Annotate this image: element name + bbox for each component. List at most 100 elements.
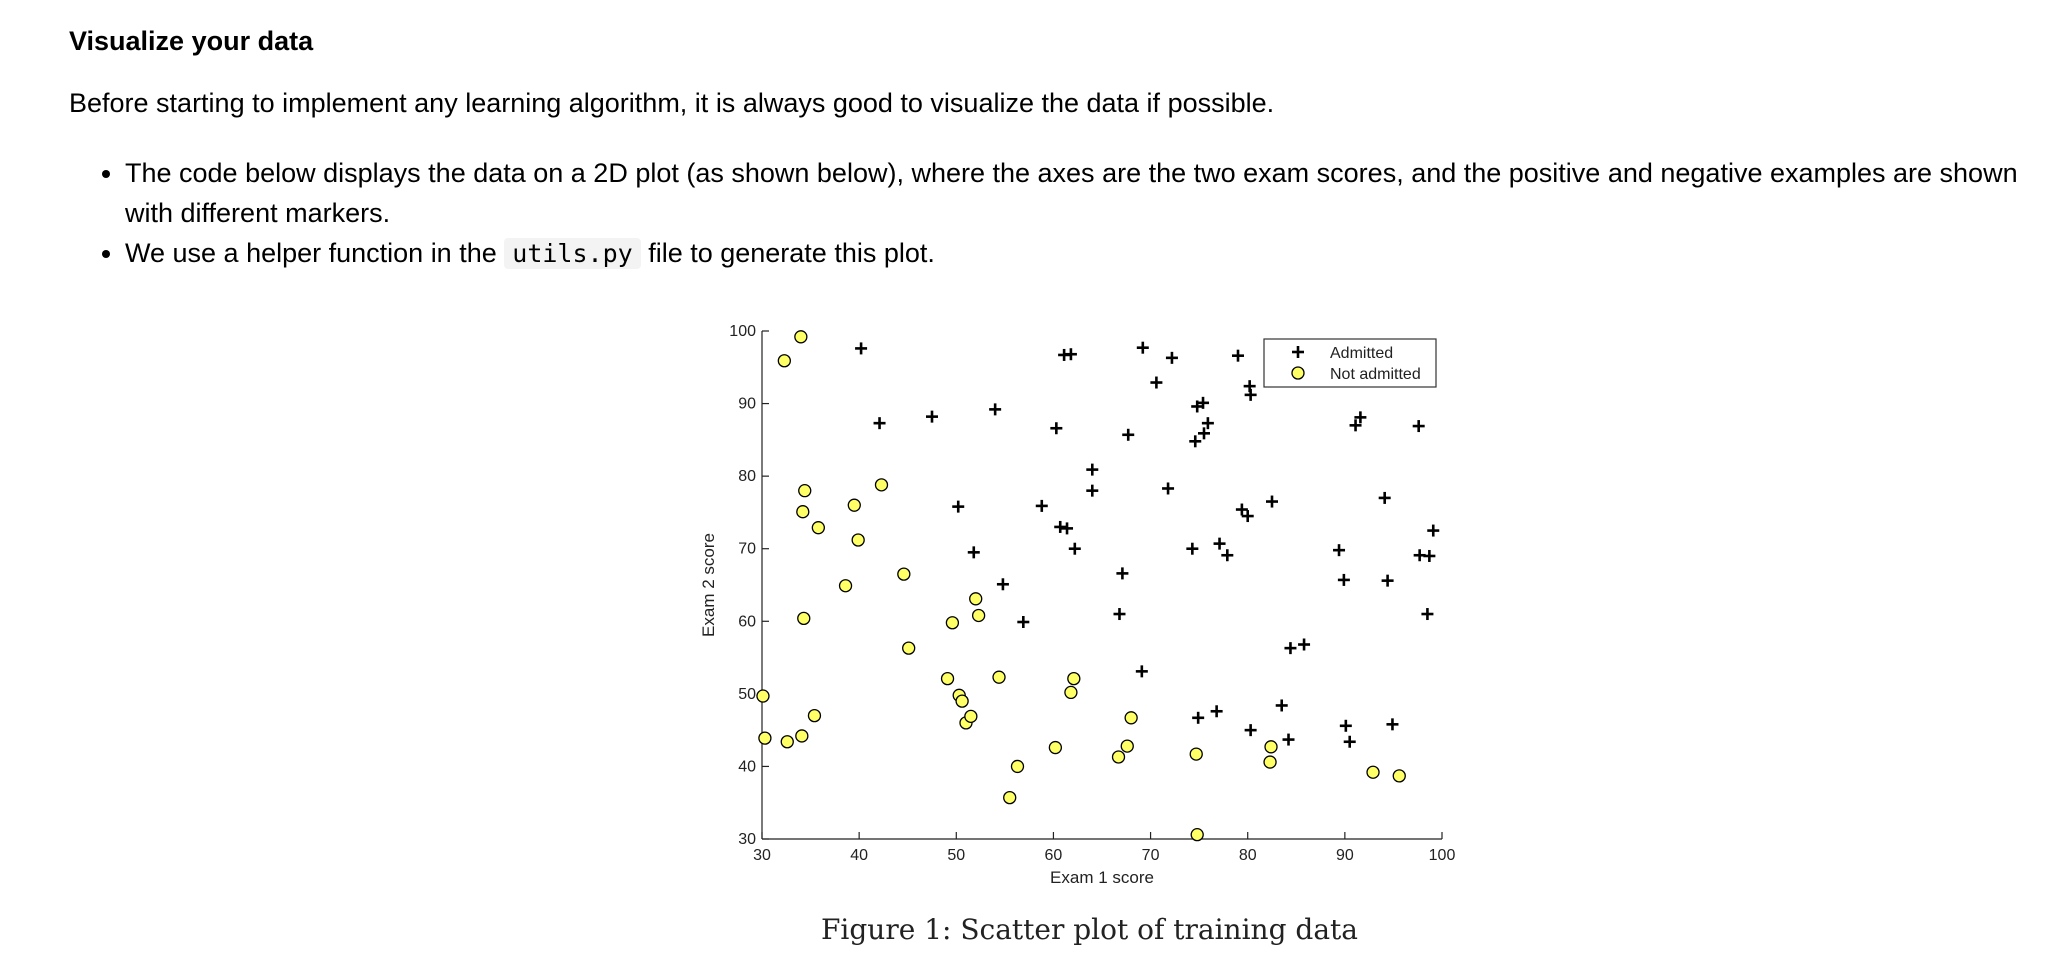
x-tick-label: 50 [947,847,965,864]
x-axis-label: Exam 1 score [1050,868,1154,887]
data-point-admitted [1244,724,1257,737]
data-point-admitted [1068,542,1081,555]
data-point-admitted [1189,435,1202,448]
figure-caption: Figure 1: Scatter plot of training data [821,913,1358,946]
data-point-admitted [1210,705,1223,718]
legend-label: Not admitted [1330,366,1421,383]
data-point-not-admitted [794,330,808,344]
data-point-not-admitted [1263,755,1277,769]
data-point-admitted [1086,463,1099,476]
bullet-text-after: file to generate this plot. [648,238,935,268]
data-point-admitted [1086,484,1099,497]
data-point-not-admitted [945,616,960,630]
y-tick-label: 90 [738,396,756,413]
data-point-admitted [1054,520,1067,533]
data-point-not-admitted [1264,740,1278,754]
plot-points [756,330,1440,842]
data-point-admitted [1135,665,1148,678]
data-point-admitted [1197,396,1210,409]
data-point-not-admitted [807,708,822,723]
data-point-not-admitted [798,484,812,498]
bullet-item-helper-function: We use a helper function in the utils.py… [125,233,2029,274]
data-point-admitted [952,500,965,513]
data-point-not-admitted [777,354,791,368]
data-point-not-admitted [1064,685,1078,700]
data-point-admitted [873,417,886,430]
data-point-admitted [1284,642,1297,655]
data-point-not-admitted [955,694,969,708]
data-point-not-admitted [1111,750,1126,764]
data-point-admitted [1035,499,1048,512]
bullet-list: The code below displays the data on a 2D… [69,153,2029,274]
data-point-not-admitted [874,478,889,492]
data-point-not-admitted [1189,747,1203,761]
bullet-text: The code below displays the data on a 2D… [125,158,2018,228]
data-point-admitted [1275,699,1288,712]
data-point-not-admitted [851,533,865,547]
legend-marker-admitted [1292,346,1304,358]
y-tick-label: 50 [738,686,756,703]
data-point-not-admitted [897,567,911,581]
data-point-admitted [1412,420,1425,433]
x-tick-label: 90 [1336,847,1354,864]
legend-box [1263,338,1437,388]
data-point-admitted [1386,718,1399,731]
data-point-admitted [1050,422,1063,435]
data-point-not-admitted [780,735,794,749]
data-point-admitted [996,578,1009,591]
y-axis-label: Exam 2 score [699,533,718,637]
data-point-admitted [1282,733,1295,746]
data-point-admitted [1162,482,1175,495]
bullet-item-plot-description: The code below displays the data on a 2D… [125,153,2029,233]
data-point-not-admitted [1392,769,1406,783]
data-point-admitted [1427,524,1440,537]
y-tick-label: 60 [738,613,756,630]
data-point-not-admitted [992,670,1006,684]
data-point-admitted [1165,351,1178,364]
data-point-admitted [1337,573,1350,586]
data-point-admitted [1192,711,1205,724]
data-point-admitted [1378,491,1391,504]
data-point-not-admitted [902,641,916,655]
data-point-admitted [1339,719,1352,732]
data-point-not-admitted [964,709,978,724]
legend-marker-not-admitted [1291,366,1305,380]
data-point-admitted [1381,574,1394,587]
data-point-not-admitted [969,592,983,606]
data-point-admitted [1266,495,1278,508]
data-point-not-admitted [971,608,986,623]
plot-axes: 30 40 50 60 70 80 90 100 30 40 50 60 70 80 90 100 Exam 1… [699,323,1455,887]
data-point-admitted [989,403,1002,416]
x-tick-label: 30 [753,847,771,864]
inline-code-filename: utils.py [504,238,641,269]
data-point-admitted [1298,638,1311,651]
data-point-admitted [1116,567,1129,580]
y-tick-label: 80 [738,468,756,485]
data-point-admitted [1122,428,1135,441]
y-tick-label: 30 [738,831,756,848]
data-point-not-admitted [1120,739,1134,753]
x-tick-label: 100 [1429,847,1456,864]
data-point-not-admitted [796,505,810,519]
data-point-admitted [1061,522,1074,535]
data-point-not-admitted [1010,759,1025,774]
data-point-admitted [1423,549,1436,562]
data-point-admitted [1136,341,1149,354]
data-point-admitted [926,410,938,423]
bullet-text-before: We use a helper function in the [125,238,497,268]
data-point-admitted [1244,388,1257,401]
x-tick-label: 70 [1142,847,1160,864]
data-point-admitted [1421,608,1434,621]
data-point-not-admitted [797,611,811,626]
data-point-admitted [1333,544,1346,557]
data-point-not-admitted [756,689,770,703]
scatter-plot: 30 40 50 60 70 80 90 100 30 40 50 60 70 80 90 100 Exam 1… [699,323,1455,887]
data-point-admitted [1186,542,1199,555]
y-tick-label: 70 [738,541,756,558]
data-point-not-admitted [940,671,955,686]
y-tick-label: 40 [738,758,756,775]
data-point-not-admitted [1366,765,1380,779]
data-point-admitted [1113,608,1126,621]
x-tick-label: 80 [1239,847,1257,864]
data-point-admitted [1349,419,1362,432]
